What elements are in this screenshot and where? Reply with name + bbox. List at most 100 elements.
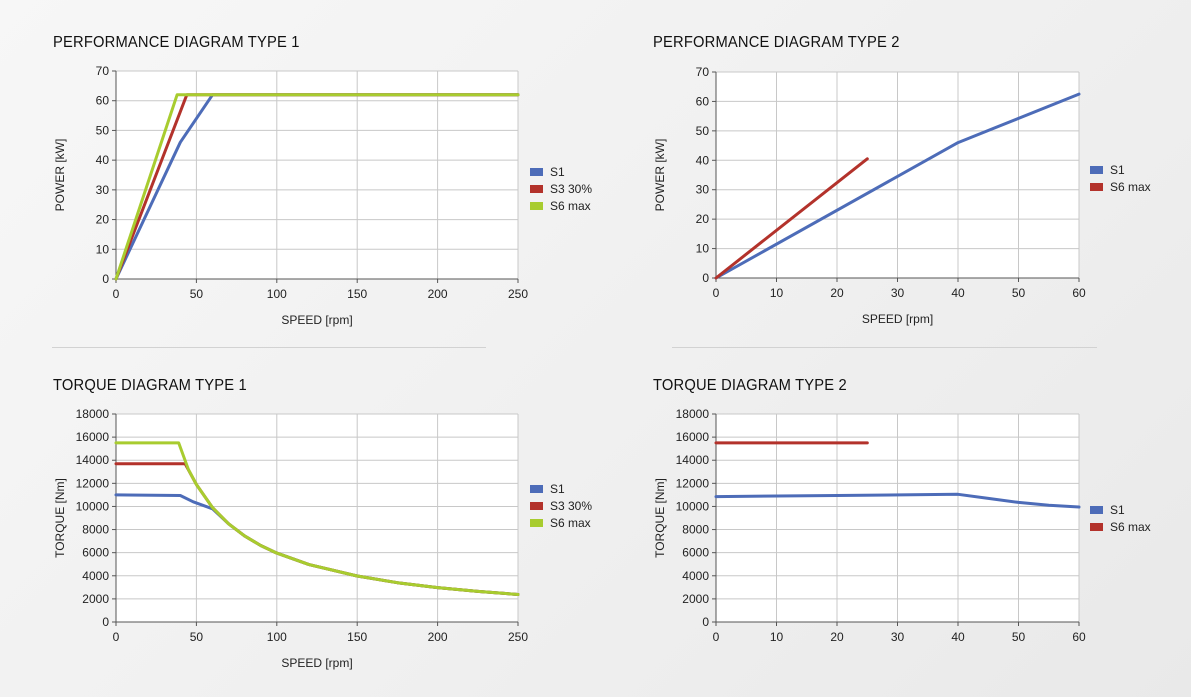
chart-title: TORQUE DIAGRAM TYPE 1 <box>53 377 247 394</box>
y-tick-label: 8000 <box>82 523 109 537</box>
legend-label: S3 30% <box>550 182 592 196</box>
y-tick-label: 12000 <box>76 476 110 490</box>
y-tick-label: 6000 <box>682 546 709 560</box>
legend-label: S6 max <box>550 199 591 213</box>
legend-swatch <box>530 519 543 527</box>
x-tick-label: 0 <box>713 286 720 300</box>
legend-swatch <box>1090 183 1103 191</box>
legend-swatch <box>1090 523 1103 531</box>
legend-label: S1 <box>1110 163 1125 177</box>
legend-label: S6 max <box>1110 180 1151 194</box>
series-line-s6-max <box>714 157 869 280</box>
series-line-s1 <box>714 492 1081 509</box>
y-tick-label: 10000 <box>676 499 710 513</box>
x-axis-label: SPEED [rpm] <box>281 313 352 327</box>
y-tick-label: 4000 <box>82 569 109 583</box>
x-tick-label: 40 <box>951 286 965 300</box>
legend-swatch <box>530 202 543 210</box>
legend-swatch <box>530 485 543 493</box>
x-tick-label: 200 <box>428 630 448 644</box>
y-tick-label: 10000 <box>76 499 110 513</box>
legend-label: S6 max <box>550 516 591 530</box>
x-tick-label: 0 <box>113 287 120 301</box>
x-tick-label: 60 <box>1072 630 1086 644</box>
y-axis-label: POWER [kW] <box>53 139 67 212</box>
y-tick-label: 30 <box>96 183 110 197</box>
y-tick-label: 12000 <box>676 476 710 490</box>
y-axis-label: TORQUE [Nm] <box>53 478 67 558</box>
x-tick-label: 10 <box>770 286 784 300</box>
x-tick-label: 30 <box>891 286 905 300</box>
x-tick-label: 150 <box>347 287 367 301</box>
y-tick-label: 50 <box>96 123 110 137</box>
y-tick-label: 16000 <box>76 430 110 444</box>
y-tick-label: 18000 <box>676 407 710 421</box>
x-tick-label: 200 <box>428 287 448 301</box>
divider-left <box>52 347 486 348</box>
x-tick-label: 250 <box>508 287 528 301</box>
chart-title: PERFORMANCE DIAGRAM TYPE 1 <box>53 34 300 51</box>
x-tick-label: 50 <box>1012 630 1026 644</box>
y-tick-label: 4000 <box>682 569 709 583</box>
y-tick-label: 20 <box>696 212 710 226</box>
series-line-s6-max <box>114 93 520 281</box>
y-tick-label: 10 <box>96 242 110 256</box>
y-tick-label: 60 <box>696 94 710 108</box>
y-tick-label: 0 <box>702 615 709 629</box>
y-tick-label: 60 <box>96 94 110 108</box>
x-axis-label: SPEED [rpm] <box>281 656 352 670</box>
y-tick-label: 10 <box>696 242 710 256</box>
chart-title: TORQUE DIAGRAM TYPE 2 <box>653 377 847 394</box>
divider-right <box>672 347 1097 348</box>
legend-swatch <box>530 168 543 176</box>
legend-label: S1 <box>550 482 565 496</box>
y-tick-label: 0 <box>102 272 109 286</box>
y-tick-label: 50 <box>696 124 710 138</box>
y-axis-label: TORQUE [Nm] <box>653 478 667 558</box>
y-tick-label: 2000 <box>82 592 109 606</box>
y-tick-label: 70 <box>696 65 710 79</box>
legend-swatch <box>1090 166 1103 174</box>
legend-label: S1 <box>1110 503 1125 517</box>
x-tick-label: 60 <box>1072 286 1086 300</box>
y-tick-label: 40 <box>96 153 110 167</box>
y-axis-label: POWER [kW] <box>653 139 667 212</box>
x-tick-label: 250 <box>508 630 528 644</box>
legend-label: S3 30% <box>550 499 592 513</box>
x-tick-label: 150 <box>347 630 367 644</box>
x-tick-label: 10 <box>770 630 784 644</box>
x-tick-label: 30 <box>891 630 905 644</box>
series-line-s1 <box>714 92 1081 280</box>
legend-swatch <box>530 185 543 193</box>
x-tick-label: 100 <box>267 287 287 301</box>
y-tick-label: 8000 <box>682 523 709 537</box>
y-tick-label: 70 <box>96 64 110 78</box>
x-tick-label: 40 <box>951 630 965 644</box>
y-tick-label: 0 <box>102 615 109 629</box>
y-tick-label: 6000 <box>82 546 109 560</box>
x-tick-label: 50 <box>190 287 204 301</box>
series-line-s6-max <box>114 441 520 596</box>
chart-title: PERFORMANCE DIAGRAM TYPE 2 <box>653 34 900 51</box>
y-tick-label: 30 <box>696 183 710 197</box>
legend-swatch <box>1090 506 1103 514</box>
plot-area <box>116 414 518 622</box>
x-axis-label: SPEED [rpm] <box>862 312 933 326</box>
y-tick-label: 18000 <box>76 407 110 421</box>
legend-swatch <box>530 502 543 510</box>
y-tick-label: 16000 <box>676 430 710 444</box>
x-tick-label: 20 <box>830 630 844 644</box>
y-tick-label: 0 <box>702 271 709 285</box>
x-tick-label: 50 <box>1012 286 1026 300</box>
y-tick-label: 2000 <box>682 592 709 606</box>
x-tick-label: 100 <box>267 630 287 644</box>
x-tick-label: 0 <box>713 630 720 644</box>
y-tick-label: 14000 <box>76 453 110 467</box>
y-tick-label: 14000 <box>676 453 710 467</box>
legend-label: S6 max <box>1110 520 1151 534</box>
y-tick-label: 20 <box>96 213 110 227</box>
x-tick-label: 20 <box>830 286 844 300</box>
